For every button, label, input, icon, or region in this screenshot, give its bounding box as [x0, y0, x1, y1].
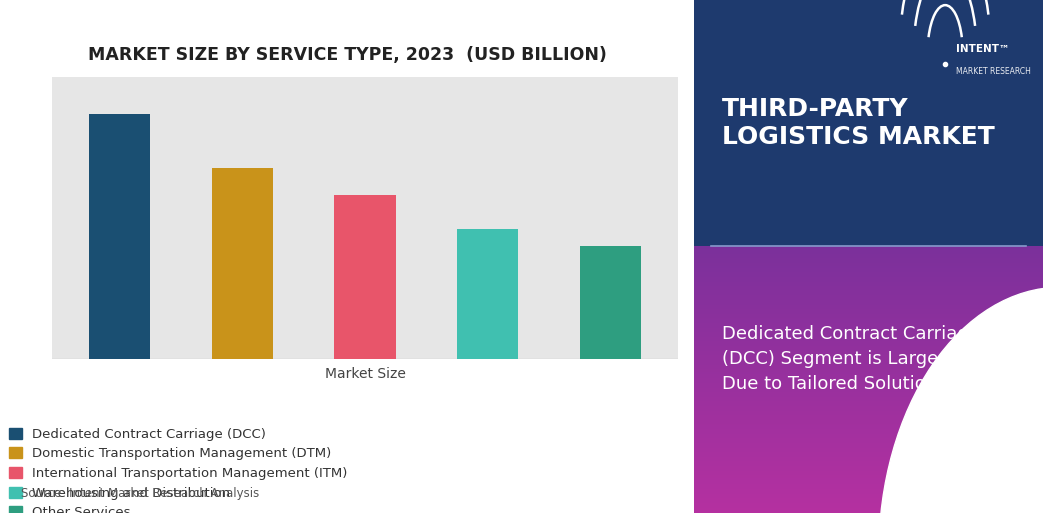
- Bar: [580, 246, 641, 359]
- Text: THIRD-PARTY
LOGISTICS MARKET: THIRD-PARTY LOGISTICS MARKET: [722, 97, 994, 149]
- Text: MARKET RESEARCH: MARKET RESEARCH: [955, 67, 1030, 76]
- X-axis label: Market Size: Market Size: [324, 367, 406, 382]
- Text: Source: Intent Market Research Analysis: Source: Intent Market Research Analysis: [21, 487, 259, 500]
- Bar: [89, 114, 150, 359]
- Bar: [212, 168, 273, 359]
- Circle shape: [879, 287, 1043, 513]
- FancyBboxPatch shape: [694, 0, 1043, 246]
- Bar: [457, 229, 518, 359]
- Text: MARKET SIZE BY SERVICE TYPE, 2023  (USD BILLION): MARKET SIZE BY SERVICE TYPE, 2023 (USD B…: [88, 46, 607, 64]
- Text: Dedicated Contract Carriage
(DCC) Segment is Largest
Due to Tailored Solutions: Dedicated Contract Carriage (DCC) Segmen…: [722, 325, 979, 393]
- Legend: Dedicated Contract Carriage (DCC), Domestic Transportation Management (DTM), Int: Dedicated Contract Carriage (DCC), Domes…: [8, 428, 347, 513]
- Bar: [335, 195, 395, 359]
- Text: INTENT™: INTENT™: [955, 44, 1009, 54]
- Circle shape: [868, 0, 1043, 139]
